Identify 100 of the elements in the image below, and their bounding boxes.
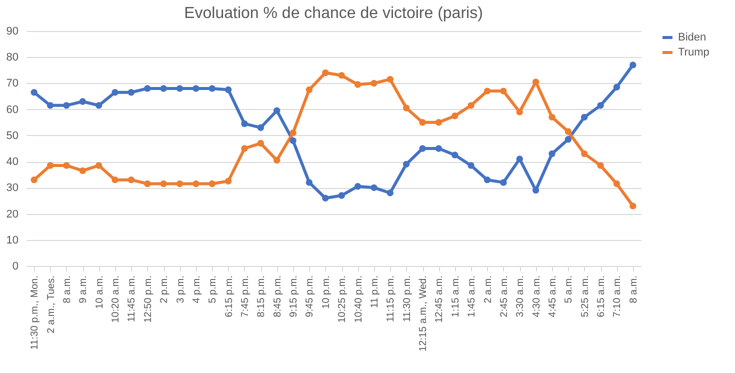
y-tick-label: 10: [6, 234, 18, 246]
x-tick-label: 8:45 p.m.: [272, 276, 284, 318]
point: [112, 89, 118, 96]
point: [144, 85, 151, 92]
point: [63, 102, 70, 109]
y-tick-label: 50: [6, 130, 18, 142]
y-tick-label: 0: [12, 260, 18, 272]
x-tick-label: 9:15 p.m.: [288, 276, 300, 318]
point: [63, 162, 70, 169]
x-tick-label: 8:15 p.m.: [256, 276, 268, 318]
y-tick-label: 40: [6, 156, 18, 168]
point: [402, 104, 410, 112]
x-tick-label: 12:50 p.m.: [142, 276, 154, 323]
point: [532, 78, 540, 86]
point: [144, 180, 151, 188]
point: [468, 102, 474, 109]
point: [500, 179, 507, 186]
x-tick-label: 4 p.m.: [191, 276, 202, 304]
point: [128, 89, 135, 96]
point: [241, 120, 248, 128]
point: [306, 179, 313, 186]
point: [160, 180, 167, 188]
x-tick-label: 11:30 p.m.: [402, 276, 413, 322]
x-tick-label: 3:30 a.m.: [515, 276, 526, 318]
x-tick-label: 2 p.m.: [159, 276, 170, 304]
x-tick-label: 4:30 a.m.: [531, 276, 542, 318]
point: [532, 186, 540, 194]
x-tick-label: 4:45 a.m.: [547, 276, 558, 318]
y-tick-label: 20: [6, 208, 18, 220]
y-tick-label: 80: [6, 52, 18, 64]
legend-label: Biden: [678, 32, 706, 44]
x-tick-label: 10 p.m.: [320, 276, 332, 309]
point: [224, 86, 232, 94]
point: [322, 194, 329, 202]
x-tick-label: 11 p.m.: [369, 276, 380, 308]
point: [370, 184, 378, 192]
point: [452, 112, 458, 120]
point: [548, 114, 556, 121]
point: [613, 180, 620, 188]
point: [548, 150, 556, 158]
point: [224, 178, 232, 184]
point: [46, 162, 54, 169]
point: [208, 85, 216, 92]
x-tick-label: 1:45 a.m.: [466, 276, 478, 318]
point: [564, 128, 572, 135]
point: [128, 176, 135, 184]
point: [208, 180, 216, 188]
point: [484, 88, 491, 94]
point: [500, 88, 507, 94]
y-tick-label: 60: [6, 104, 18, 116]
point: [338, 72, 345, 79]
point: [95, 102, 102, 109]
point: [597, 102, 604, 109]
x-tick-label: 9:45 p.m.: [304, 276, 316, 318]
x-tick-label: 11:15 p.m.: [386, 276, 397, 322]
point: [564, 136, 572, 143]
point: [274, 156, 280, 164]
point: [452, 152, 458, 158]
x-tick-label: 8 a.m.: [62, 276, 73, 304]
point: [176, 85, 184, 92]
x-tick-label: 8 a.m.: [628, 276, 640, 304]
x-tick-label: 2 a.m., Tues.: [46, 276, 57, 334]
point: [46, 102, 54, 109]
point: [597, 162, 604, 169]
x-tick-label: 7:45 p.m.: [240, 276, 251, 318]
point: [290, 137, 296, 144]
point: [79, 167, 86, 174]
point: [274, 107, 280, 114]
point: [516, 156, 523, 162]
point: [516, 108, 523, 116]
point: [30, 89, 38, 96]
point: [79, 98, 86, 105]
x-tick-label: 1:15 a.m.: [450, 276, 462, 318]
point: [484, 176, 491, 184]
point: [419, 145, 426, 152]
x-tick-label: 12:15 a.m., Wed.: [418, 276, 430, 352]
point: [257, 140, 264, 147]
point: [192, 85, 200, 92]
point: [435, 119, 442, 126]
point: [630, 202, 636, 210]
point: [257, 124, 264, 131]
point: [176, 180, 184, 188]
x-tick-label: 12:45 a.m.: [434, 276, 446, 323]
point: [192, 180, 200, 188]
point: [354, 183, 362, 190]
point: [581, 114, 588, 121]
point: [630, 62, 636, 68]
point: [95, 162, 102, 169]
x-tick-label: 2 a.m.: [482, 276, 494, 304]
legend-label: Trump: [678, 46, 710, 58]
y-tick-label: 90: [6, 26, 18, 38]
x-tick-label: 5:25 a.m.: [580, 276, 591, 318]
chart-title: Evoluation % de chance de victoire (paris): [184, 5, 483, 22]
point: [435, 145, 442, 152]
x-tick-label: 3 p.m.: [175, 276, 186, 304]
x-tick-label: 10 a.m.: [94, 276, 106, 309]
point: [386, 190, 394, 196]
x-tick-label: 2:45 a.m.: [498, 276, 510, 318]
point: [290, 129, 296, 136]
point: [419, 119, 426, 126]
